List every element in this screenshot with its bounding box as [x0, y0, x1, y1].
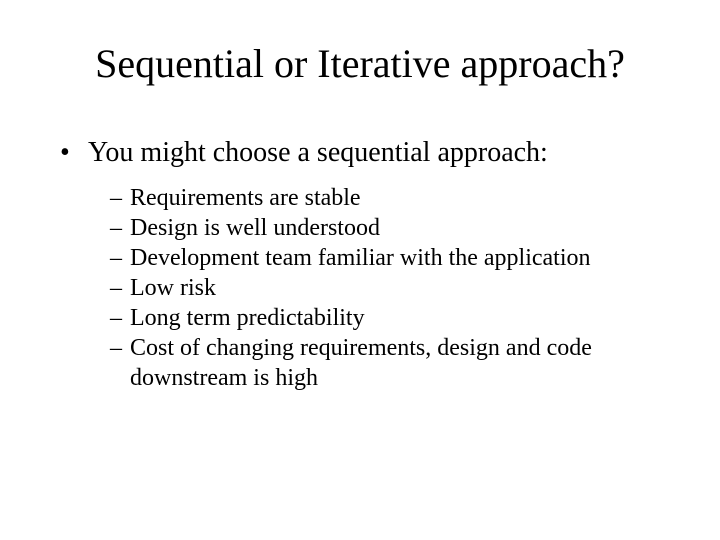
list-item: – Cost of changing requirements, design … [110, 333, 670, 393]
list-item-text: Design is well understood [130, 213, 670, 243]
slide: Sequential or Iterative approach? •You m… [0, 0, 720, 540]
dash-marker: – [110, 333, 130, 393]
list-item-text: Requirements are stable [130, 183, 670, 213]
list-item-text: Low risk [130, 273, 670, 303]
dash-marker: – [110, 303, 130, 333]
bullet-text: You might choose a sequential approach: [88, 137, 548, 168]
dash-marker: – [110, 183, 130, 213]
list-item: – Development team familiar with the app… [110, 243, 670, 273]
slide-title: Sequential or Iterative approach? [50, 40, 670, 87]
list-item: – Low risk [110, 273, 670, 303]
list-item: – Requirements are stable [110, 183, 670, 213]
bullet-level1: •You might choose a sequential approach: [50, 137, 670, 169]
level2-list: – Requirements are stable – Design is we… [50, 183, 670, 393]
list-item-text: Development team familiar with the appli… [130, 243, 670, 273]
list-item: – Design is well understood [110, 213, 670, 243]
list-item-text: Long term predictability [130, 303, 670, 333]
dash-marker: – [110, 243, 130, 273]
dash-marker: – [110, 273, 130, 303]
list-item-text: Cost of changing requirements, design an… [130, 333, 670, 393]
bullet-marker: • [60, 137, 88, 169]
list-item: – Long term predictability [110, 303, 670, 333]
dash-marker: – [110, 213, 130, 243]
